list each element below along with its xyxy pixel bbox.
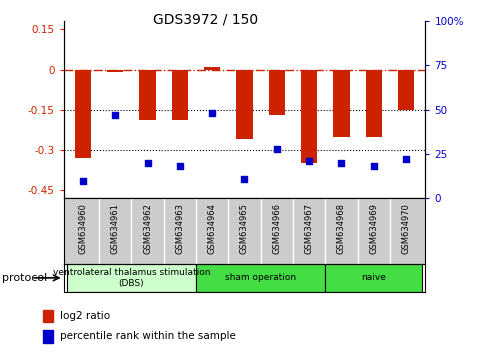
Text: GSM634965: GSM634965 (240, 204, 248, 255)
Bar (333, 69, 349, 137)
Text: ventrolateral thalamus stimulation
(DBS): ventrolateral thalamus stimulation (DBS) (53, 268, 210, 287)
Bar (301, 69, 317, 164)
Bar (203, 67, 220, 69)
Bar (397, 69, 413, 110)
Point (111, 112, 119, 118)
Text: GSM634963: GSM634963 (175, 204, 184, 255)
Bar (236, 69, 252, 139)
Text: GSM634964: GSM634964 (207, 204, 216, 255)
Text: GSM634969: GSM634969 (368, 204, 377, 255)
Point (143, 160, 151, 166)
Bar (43, 309, 53, 322)
Point (401, 156, 409, 162)
Text: GSM634961: GSM634961 (111, 204, 120, 255)
Text: GSM634966: GSM634966 (272, 204, 281, 255)
Text: percentile rank within the sample: percentile rank within the sample (60, 331, 236, 341)
Point (305, 158, 312, 164)
Text: GSM634968: GSM634968 (336, 204, 345, 255)
Text: naive: naive (361, 273, 386, 282)
Bar (268, 69, 285, 115)
Text: log2 ratio: log2 ratio (60, 311, 110, 321)
Point (240, 176, 248, 182)
Point (79, 178, 87, 183)
Bar (171, 69, 187, 120)
Text: GSM634970: GSM634970 (401, 204, 410, 255)
Point (337, 160, 345, 166)
Point (272, 146, 280, 152)
Text: GDS3972 / 150: GDS3972 / 150 (153, 12, 257, 27)
Text: GSM634960: GSM634960 (78, 204, 87, 255)
Bar (67, 264, 196, 292)
Bar (107, 69, 123, 72)
Bar (75, 69, 91, 158)
Text: protocol: protocol (2, 273, 48, 283)
Text: sham operation: sham operation (224, 273, 296, 282)
Bar (325, 264, 421, 292)
Bar (139, 69, 155, 120)
Text: GSM634962: GSM634962 (143, 204, 152, 255)
Bar (365, 69, 381, 137)
Bar (196, 264, 325, 292)
Text: GSM634967: GSM634967 (304, 204, 313, 255)
Point (208, 110, 216, 116)
Point (369, 164, 377, 169)
Point (176, 164, 183, 169)
Bar (43, 330, 53, 343)
